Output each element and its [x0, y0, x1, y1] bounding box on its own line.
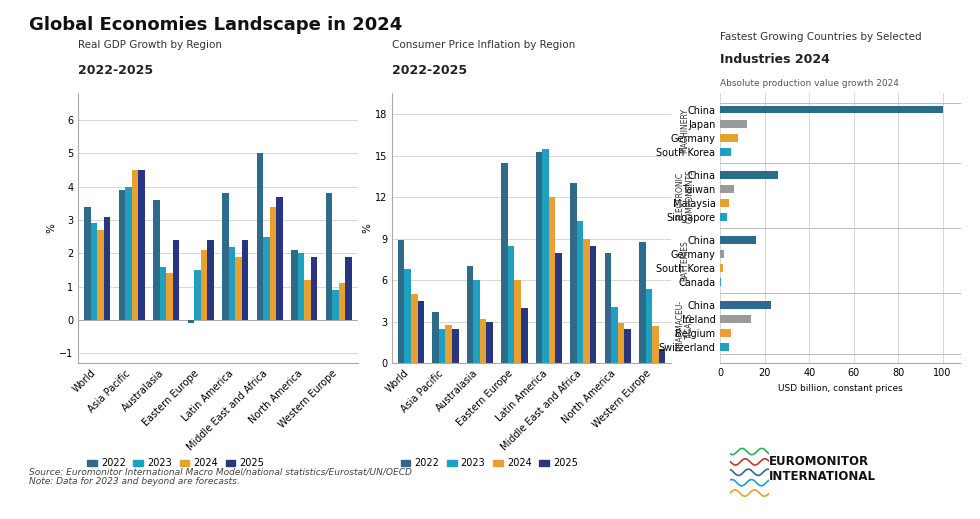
- Bar: [160, 267, 167, 320]
- Bar: [720, 199, 729, 207]
- Bar: [398, 240, 405, 363]
- Text: Consumer Price Inflation by Region: Consumer Price Inflation by Region: [392, 40, 575, 50]
- Bar: [119, 190, 125, 320]
- Bar: [242, 240, 248, 320]
- Bar: [228, 247, 235, 320]
- Bar: [452, 329, 459, 363]
- Bar: [257, 154, 264, 320]
- Bar: [720, 343, 729, 351]
- Bar: [612, 307, 617, 363]
- Bar: [720, 236, 756, 243]
- Bar: [208, 240, 214, 320]
- Bar: [345, 257, 352, 320]
- Legend: 2022, 2023, 2024, 2025: 2022, 2023, 2024, 2025: [83, 455, 269, 472]
- Bar: [653, 326, 659, 363]
- Bar: [720, 134, 738, 142]
- Bar: [325, 194, 332, 320]
- Text: 2022-2025: 2022-2025: [78, 64, 154, 77]
- Bar: [339, 283, 345, 320]
- Bar: [556, 253, 562, 363]
- Bar: [332, 290, 339, 320]
- Legend: 2022, 2023, 2024, 2025: 2022, 2023, 2024, 2025: [397, 455, 582, 472]
- Bar: [298, 253, 304, 320]
- Bar: [720, 171, 778, 179]
- Bar: [720, 278, 721, 286]
- Bar: [291, 250, 298, 320]
- Text: ELECTRONIC
COMPONENTS: ELECTRONIC COMPONENTS: [675, 169, 695, 223]
- Bar: [617, 323, 624, 363]
- Bar: [605, 253, 612, 363]
- Bar: [720, 106, 943, 114]
- Bar: [521, 308, 527, 363]
- Bar: [466, 266, 473, 363]
- Bar: [84, 207, 91, 320]
- Bar: [486, 322, 493, 363]
- Bar: [720, 120, 747, 128]
- Bar: [720, 213, 727, 221]
- Text: MACHINERY: MACHINERY: [680, 108, 689, 153]
- Bar: [264, 237, 270, 320]
- Text: BATTERIES: BATTERIES: [680, 240, 689, 281]
- Bar: [91, 223, 97, 320]
- Bar: [508, 245, 514, 363]
- Y-axis label: %: %: [362, 223, 372, 234]
- Bar: [646, 289, 653, 363]
- Bar: [222, 194, 228, 320]
- Bar: [542, 149, 549, 363]
- Bar: [514, 280, 521, 363]
- Bar: [624, 329, 631, 363]
- Bar: [439, 329, 446, 363]
- Bar: [125, 187, 132, 320]
- Bar: [720, 185, 734, 193]
- Bar: [235, 257, 242, 320]
- Bar: [194, 270, 201, 320]
- Text: Fastest Growing Countries by Selected: Fastest Growing Countries by Selected: [720, 32, 922, 42]
- Bar: [104, 217, 111, 320]
- Bar: [405, 269, 411, 363]
- Bar: [167, 274, 172, 320]
- Text: Industries 2024: Industries 2024: [720, 53, 830, 66]
- Bar: [536, 152, 542, 363]
- Text: PHARMACEU-
TICALS: PHARMACEU- TICALS: [675, 301, 695, 351]
- Bar: [720, 264, 722, 272]
- Bar: [720, 329, 731, 337]
- Text: EUROMONITOR
INTERNATIONAL: EUROMONITOR INTERNATIONAL: [769, 455, 876, 483]
- Bar: [172, 240, 179, 320]
- Bar: [583, 239, 590, 363]
- Text: Real GDP Growth by Region: Real GDP Growth by Region: [78, 40, 222, 50]
- Bar: [201, 250, 208, 320]
- Bar: [480, 319, 486, 363]
- Bar: [446, 324, 452, 363]
- Bar: [188, 320, 194, 323]
- Bar: [304, 280, 311, 320]
- Bar: [311, 257, 318, 320]
- Bar: [659, 349, 665, 363]
- Bar: [276, 197, 283, 320]
- Bar: [270, 207, 276, 320]
- Bar: [432, 312, 439, 363]
- Bar: [549, 197, 556, 363]
- Text: Source: Euromonitor International Macro Model/national statistics/Eurostat/UN/OE: Source: Euromonitor International Macro …: [29, 467, 413, 486]
- Bar: [577, 221, 583, 363]
- Bar: [590, 245, 597, 363]
- Text: Global Economies Landscape in 2024: Global Economies Landscape in 2024: [29, 16, 403, 34]
- Bar: [138, 170, 145, 320]
- Bar: [720, 301, 771, 309]
- Bar: [570, 183, 577, 363]
- Bar: [502, 162, 508, 363]
- Text: 2022-2025: 2022-2025: [392, 64, 467, 77]
- X-axis label: USD billion, constant prices: USD billion, constant prices: [778, 384, 903, 393]
- Bar: [153, 200, 160, 320]
- Bar: [473, 280, 480, 363]
- Bar: [720, 148, 731, 156]
- Bar: [720, 315, 752, 323]
- Bar: [417, 301, 424, 363]
- Bar: [132, 170, 138, 320]
- Bar: [411, 294, 417, 363]
- Bar: [639, 241, 646, 363]
- Y-axis label: %: %: [46, 223, 57, 234]
- Bar: [720, 250, 723, 258]
- Bar: [97, 230, 104, 320]
- Text: Absolute production value growth 2024: Absolute production value growth 2024: [720, 79, 900, 88]
